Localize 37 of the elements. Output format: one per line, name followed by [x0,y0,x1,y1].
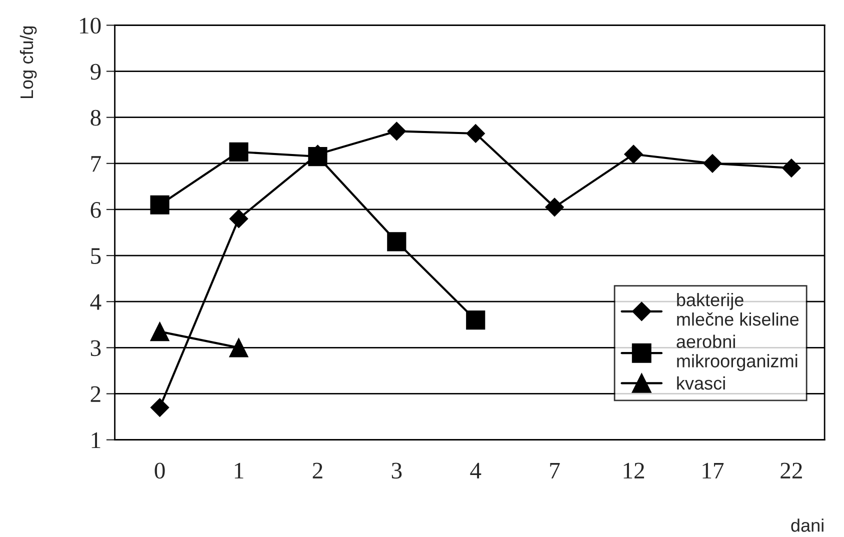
y-tick-label: 6 [90,202,101,218]
y-tick-label: 10 [80,18,101,34]
point [624,144,643,164]
point [387,232,406,252]
x-tick-label: 0 [154,462,165,479]
x-tick-label: 3 [392,462,402,479]
point [229,142,248,162]
point [782,158,801,178]
x-tick-label: 1 [234,462,244,478]
point [466,310,486,330]
point [703,154,722,173]
point [150,322,170,342]
point [229,209,248,228]
point [308,146,328,166]
y-tick-label: 7 [91,156,101,172]
legend-label: kvasci [677,376,725,390]
point [150,398,170,417]
x-tick-label: 22 [780,462,802,478]
x-axis-title: dani [791,518,824,532]
y-tick-label: 8 [90,110,101,126]
point [150,195,170,214]
y-axis-title: Log cfu/g [20,26,37,98]
y-tick-label: 2 [90,386,100,402]
point [545,198,564,217]
y-tick-label: 4 [90,294,102,310]
x-tick-label: 17 [702,462,724,478]
x-tick-label: 4 [470,462,482,478]
point [387,122,406,141]
y-tick-label: 9 [90,64,101,80]
x-tick-label: 7 [550,462,560,478]
x-tick-label: 12 [624,462,644,478]
point [229,338,248,358]
point [466,124,485,143]
y-tick-label: 1 [92,432,100,448]
y-tick-label: 5 [91,248,101,264]
y-tick-label: 3 [90,340,101,356]
x-tick-label: 2 [312,462,322,478]
